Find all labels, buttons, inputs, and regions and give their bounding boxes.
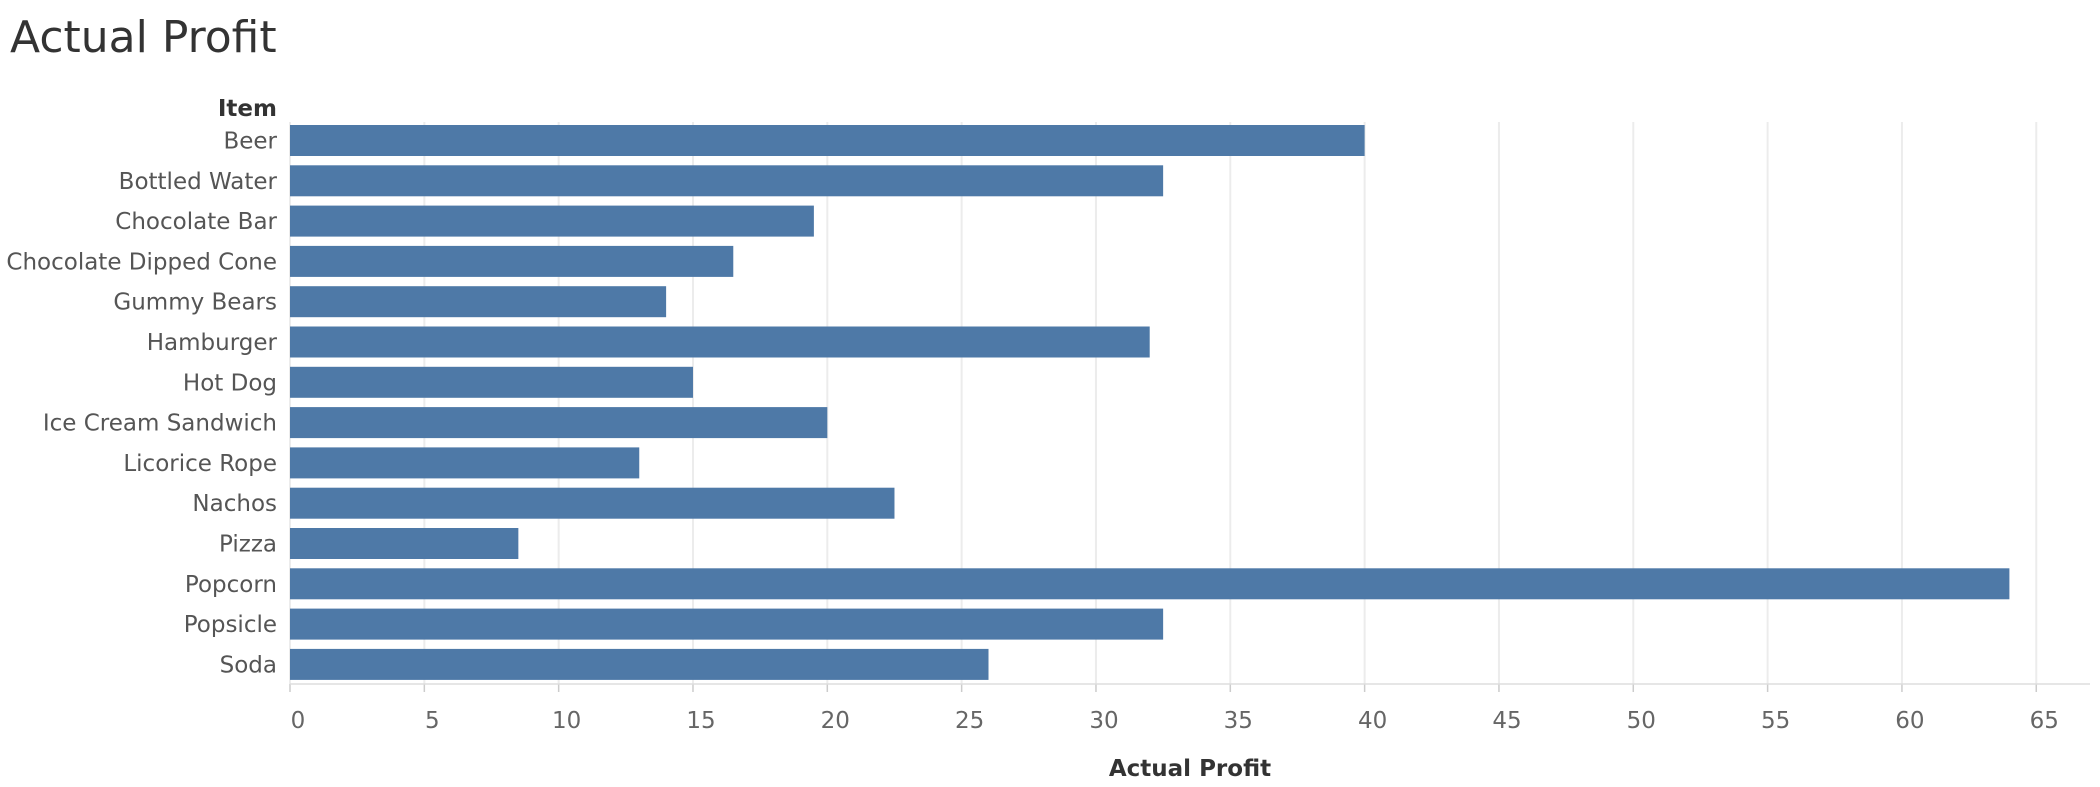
category-label: Chocolate Dipped Cone xyxy=(6,249,277,275)
bar-gummy-bears[interactable] xyxy=(290,286,667,318)
bar-licorice-rope[interactable] xyxy=(290,447,640,479)
bar-nachos[interactable] xyxy=(290,487,895,519)
tick-label: 35 xyxy=(1224,708,1253,734)
chart-title: Actual Profit xyxy=(10,12,277,63)
bar-soda[interactable] xyxy=(290,648,989,680)
tick-label: 60 xyxy=(1895,708,1924,734)
category-label: Hamburger xyxy=(147,330,278,356)
bar-pizza[interactable] xyxy=(290,528,519,559)
bar-hot-dog[interactable] xyxy=(290,366,693,398)
tick-label: 30 xyxy=(1089,708,1118,734)
category-label: Bottled Water xyxy=(119,169,278,195)
x-axis-title: Actual Profit xyxy=(1109,756,1271,782)
tick-label: 55 xyxy=(1761,708,1790,734)
category-labels: Beer Bottled Water Chocolate Bar Chocolate … xyxy=(6,129,277,679)
tick-label: 40 xyxy=(1358,708,1387,734)
bar-ice-cream-sandwich[interactable] xyxy=(290,407,828,439)
tick-label: 15 xyxy=(686,708,715,734)
bar-bottled-water[interactable] xyxy=(290,165,1164,197)
tick-label: 65 xyxy=(2030,708,2059,734)
bar-hamburger[interactable] xyxy=(290,326,1150,358)
category-label: Hot Dog xyxy=(183,370,277,396)
category-label: Beer xyxy=(223,129,277,155)
tick-label: 20 xyxy=(821,708,850,734)
bar-chocolate-bar[interactable] xyxy=(290,205,814,237)
bar-chocolate-dipped-cone[interactable] xyxy=(290,245,734,277)
bars xyxy=(290,125,2010,680)
bar-popcorn[interactable] xyxy=(290,568,2010,600)
bar-beer[interactable] xyxy=(290,125,1365,156)
tick-label: 50 xyxy=(1627,708,1656,734)
bar-popsicle[interactable] xyxy=(290,608,1164,640)
category-label: Soda xyxy=(220,652,277,678)
category-label: Gummy Bears xyxy=(113,290,277,316)
tick-label: 25 xyxy=(955,708,984,734)
category-label: Ice Cream Sandwich xyxy=(43,411,277,437)
category-label: Licorice Rope xyxy=(123,451,277,477)
tick-label: 45 xyxy=(1492,708,1521,734)
tick-label: 5 xyxy=(425,708,440,734)
category-label: Pizza xyxy=(219,532,277,558)
category-label: Chocolate Bar xyxy=(115,209,277,235)
tick-label: 0 xyxy=(291,708,306,734)
x-axis-ticks: 0 5 10 15 20 25 30 35 40 45 50 55 60 65 xyxy=(289,683,2090,734)
category-header: Item xyxy=(218,96,277,122)
category-label: Nachos xyxy=(192,491,277,517)
category-label: Popcorn xyxy=(185,572,277,598)
category-label: Popsicle xyxy=(184,612,277,638)
tick-label: 10 xyxy=(552,708,581,734)
